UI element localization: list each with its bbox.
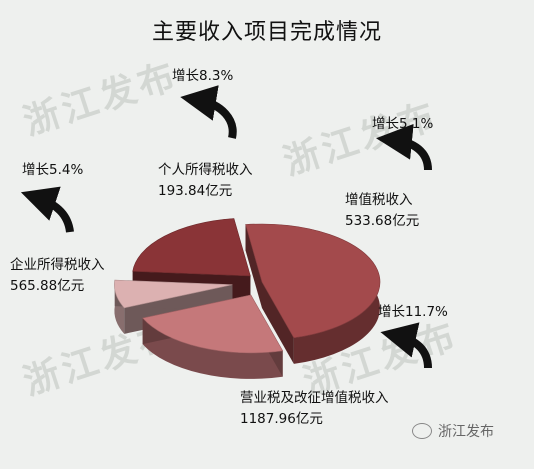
pie-slice-wall — [262, 282, 294, 364]
slice-label-vat: 增值税收入 — [345, 192, 413, 208]
slice-label-corporate: 企业所得税收入 — [10, 257, 105, 273]
pie-slice-business — [245, 223, 381, 364]
growth-label-business: 增长11.7% — [378, 304, 448, 320]
slice-label-personal: 个人所得税收入 — [158, 162, 253, 178]
slice-value-corporate: 565.88亿元 — [10, 278, 85, 294]
slice-value-business: 1187.96亿元 — [240, 411, 323, 427]
pie-slice-wall — [245, 224, 262, 308]
growth-arrow-icon — [180, 85, 237, 139]
pie-slice-top — [142, 294, 284, 354]
slice-label-business: 营业税及改征增值税收入 — [240, 390, 389, 406]
pie-slice-corporate — [142, 294, 284, 379]
chart-title: 主要收入项目完成情况 — [151, 20, 382, 45]
growth-label-vat: 增长5.1% — [372, 116, 434, 132]
growth-label-corporate: 增长5.4% — [22, 162, 84, 178]
wechat-icon — [412, 423, 432, 439]
pie-slice-side — [142, 318, 283, 379]
slice-value-vat: 533.68亿元 — [345, 213, 420, 229]
growth-arrow-icon — [20, 186, 74, 233]
pie-slice-top — [245, 223, 381, 339]
brand-text: 浙江发布 — [438, 424, 494, 440]
brand-badge: 浙江发布 — [412, 421, 494, 441]
pie-slice-side — [114, 280, 125, 334]
growth-label-personal: 增长8.3% — [172, 68, 234, 84]
slice-value-personal: 193.84亿元 — [158, 183, 233, 199]
growth-arrow-icon — [376, 123, 432, 171]
growth-arrow-icon — [380, 322, 432, 369]
pie-slice-top — [132, 218, 251, 277]
pie-slice-top — [114, 279, 233, 309]
